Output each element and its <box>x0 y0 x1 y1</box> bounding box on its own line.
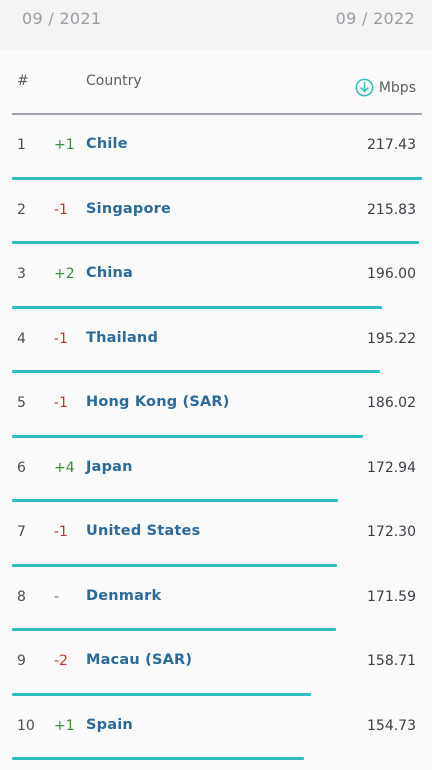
rank-value: 5 <box>17 395 26 411</box>
speed-value: 217.43 <box>367 137 416 153</box>
speed-value: 154.73 <box>367 717 416 734</box>
speed-unit-label: Mbps <box>378 79 416 96</box>
table-row[interactable]: 1 +1 Chile 217.43 <box>0 115 432 180</box>
rank-value: 7 <box>17 524 26 540</box>
country-column-header: Country <box>86 73 142 89</box>
speed-value: 172.94 <box>367 459 416 476</box>
rank-change: +2 <box>54 266 75 282</box>
period-start-label: 09 / 2021 <box>22 9 102 28</box>
speed-value: 195.22 <box>367 330 416 347</box>
rank-change: +4 <box>54 459 75 476</box>
country-link[interactable]: Denmark <box>86 587 162 604</box>
rank-value: 10 <box>17 717 35 734</box>
country-link[interactable]: United States <box>86 523 201 539</box>
rank-change: - <box>54 588 60 605</box>
country-link[interactable]: Thailand <box>86 329 159 346</box>
country-link[interactable]: Hong Kong (SAR) <box>86 394 230 410</box>
speed-bar <box>12 499 338 502</box>
period-end-label: 09 / 2022 <box>335 9 415 28</box>
rank-change: -1 <box>54 330 68 347</box>
rank-value: 1 <box>17 137 26 153</box>
speed-bar <box>12 692 311 696</box>
rank-value: 3 <box>17 266 26 282</box>
table-row[interactable]: 2 -1 Singapore 215.83 <box>0 180 432 244</box>
rank-change: +1 <box>54 137 75 153</box>
rank-change: -2 <box>54 653 68 669</box>
table-header: # Country Mbps <box>0 50 432 115</box>
table-body: 1 +1 Chile 217.43 2 -1 Singapore 215.83 3 +2 China… <box>0 115 432 760</box>
rank-value: 9 <box>17 653 26 669</box>
country-link[interactable]: Chile <box>86 136 128 152</box>
speed-column-header[interactable]: Mbps <box>355 78 416 97</box>
rank-change: -1 <box>54 201 68 218</box>
country-link[interactable]: Singapore <box>86 200 172 217</box>
speed-bar <box>12 434 363 438</box>
rank-value: 2 <box>17 201 26 218</box>
speed-value: 172.30 <box>367 524 416 540</box>
country-link[interactable]: Japan <box>86 458 133 475</box>
speed-value: 186.02 <box>367 395 416 411</box>
download-arrow-circle-icon[interactable] <box>355 78 374 97</box>
speed-bar <box>12 370 380 373</box>
table-row[interactable]: 8 - Denmark 171.59 <box>0 567 432 631</box>
speed-bar <box>12 628 336 631</box>
header-divider <box>12 113 422 115</box>
table-row[interactable]: 3 +2 China 196.00 <box>0 244 432 309</box>
rank-change: -1 <box>54 524 68 540</box>
speed-value: 158.71 <box>367 653 416 669</box>
speed-bar <box>12 757 304 760</box>
speed-value: 171.59 <box>367 588 416 605</box>
rank-value: 4 <box>17 330 26 347</box>
speed-value: 196.00 <box>367 266 416 282</box>
speed-bar <box>12 176 422 180</box>
rank-value: 6 <box>17 459 26 476</box>
rank-column-header: # <box>17 73 29 89</box>
country-link[interactable]: Macau (SAR) <box>86 652 193 668</box>
speed-value: 215.83 <box>367 201 416 218</box>
speed-bar <box>12 563 337 567</box>
table-row[interactable]: 10 +1 Spain 154.73 <box>0 696 432 760</box>
table-row[interactable]: 7 -1 United States 172.30 <box>0 502 432 567</box>
speed-bar <box>12 305 382 309</box>
country-link[interactable]: Spain <box>86 716 133 733</box>
rank-change: -1 <box>54 395 68 411</box>
speed-bar <box>12 241 419 244</box>
rank-change: +1 <box>54 717 75 734</box>
speed-ranking-table: # Country Mbps 1 +1 Chile 217.43 2 -1 Singapor… <box>0 50 432 770</box>
period-range-bar: 09 / 2021 09 / 2022 <box>0 0 432 50</box>
country-link[interactable]: China <box>86 265 134 281</box>
table-row[interactable]: 4 -1 Thailand 195.22 <box>0 309 432 373</box>
rank-value: 8 <box>17 588 26 605</box>
table-row[interactable]: 6 +4 Japan 172.94 <box>0 438 432 502</box>
table-row[interactable]: 5 -1 Hong Kong (SAR) 186.02 <box>0 373 432 438</box>
table-row[interactable]: 9 -2 Macau (SAR) 158.71 <box>0 631 432 696</box>
